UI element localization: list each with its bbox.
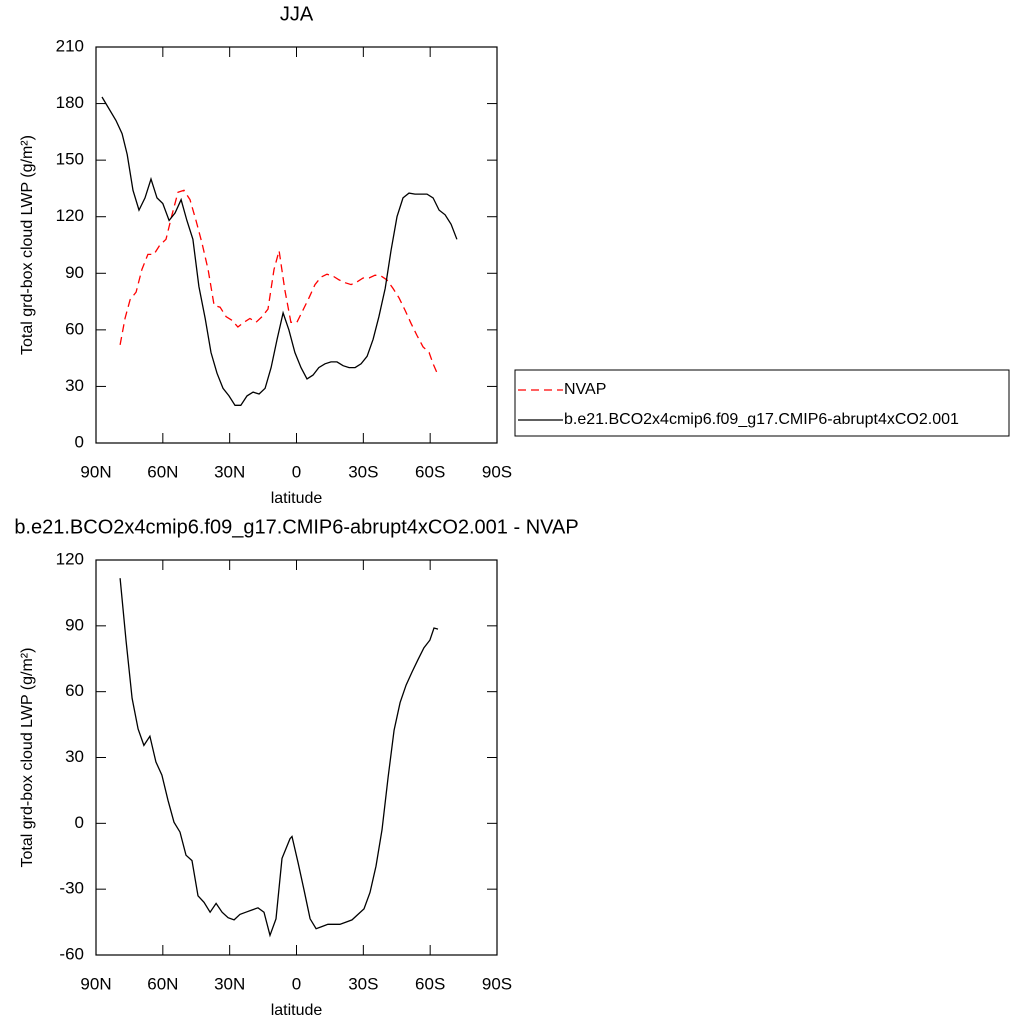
x-tick-label: 60S — [415, 974, 445, 993]
y-tick-label: -30 — [59, 879, 84, 898]
x-tick-label: 0 — [292, 462, 301, 481]
legend-label: NVAP — [564, 381, 606, 398]
chart-title: JJA — [280, 3, 314, 25]
y-axis-label: Total grd-box cloud LWP (g/m²) — [19, 135, 36, 355]
chart-title: b.e21.BCO2x4cmip6.f09_g17.CMIP6-abrupt4x… — [14, 516, 578, 538]
y-axis-label: Total grd-box cloud LWP (g/m²) — [19, 648, 36, 868]
x-tick-label: 90N — [80, 462, 111, 481]
y-tick-label: 30 — [65, 376, 84, 395]
y-tick-label: 0 — [75, 813, 84, 832]
x-tick-label: 60N — [147, 974, 178, 993]
y-tick-label: 180 — [56, 93, 84, 112]
y-tick-label: 210 — [56, 36, 84, 55]
data-line — [101, 96, 458, 406]
plot-frame — [95, 559, 498, 956]
y-tick-label: -60 — [59, 944, 84, 963]
plot-frame — [95, 46, 498, 444]
y-tick-label: 120 — [56, 549, 84, 568]
y-tick-label: 60 — [65, 319, 84, 338]
y-tick-label: 30 — [65, 747, 84, 766]
x-axis-label: latitude — [271, 1002, 323, 1019]
y-tick-label: 90 — [65, 615, 84, 634]
y-tick-label: 150 — [56, 150, 84, 169]
x-tick-label: 60N — [147, 462, 178, 481]
legend-label: b.e21.BCO2x4cmip6.f09_g17.CMIP6-abrupt4x… — [564, 411, 959, 428]
y-tick-label: 0 — [75, 432, 84, 451]
y-tick-label: 90 — [65, 263, 84, 282]
x-tick-label: 60S — [415, 462, 445, 481]
x-axis-label: latitude — [271, 490, 323, 507]
x-tick-label: 90S — [482, 462, 512, 481]
data-line — [119, 578, 439, 938]
x-tick-label: 30N — [214, 462, 245, 481]
y-tick-label: 60 — [65, 681, 84, 700]
x-tick-label: 30S — [348, 462, 378, 481]
x-tick-label: 30N — [214, 974, 245, 993]
y-tick-label: 120 — [56, 206, 84, 225]
x-tick-label: 0 — [292, 974, 301, 993]
legend-box — [514, 369, 1010, 437]
x-tick-label: 90N — [80, 974, 111, 993]
x-tick-label: 90S — [482, 974, 512, 993]
x-tick-label: 30S — [348, 974, 378, 993]
